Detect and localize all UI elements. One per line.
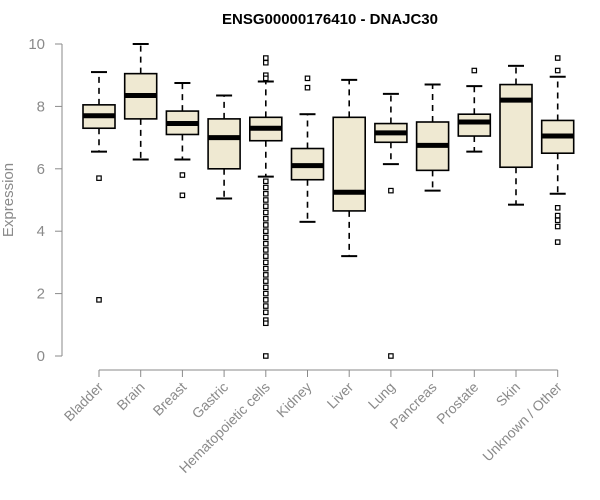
y-tick-label: 6 <box>37 161 45 178</box>
outlier-point <box>179 192 186 199</box>
outlier-point <box>96 175 102 181</box>
box-hematopoietic-cells <box>249 55 283 359</box>
outlier-point <box>263 203 269 210</box>
box-gastric <box>207 94 241 200</box>
y-tick-label: 8 <box>37 98 45 115</box>
chart-title: ENSG00000176410 - DNAJC30 <box>222 11 438 28</box>
box-bladder <box>82 71 116 303</box>
x-tick-label: Unknown / Other <box>479 379 565 465</box>
outlier-point <box>554 67 561 74</box>
x-tick-label: Skin <box>493 379 524 410</box>
box-brain <box>123 43 158 161</box>
outlier-point <box>263 253 269 259</box>
outlier-point <box>263 215 269 222</box>
outlier-point <box>263 272 269 278</box>
box-skin <box>499 64 533 206</box>
outlier-point <box>263 234 269 241</box>
iqr-box <box>499 83 533 169</box>
outlier-point <box>471 67 478 74</box>
outlier-point <box>263 290 269 297</box>
x-tick-label: Brain <box>113 379 147 413</box>
outlier-point <box>96 297 102 303</box>
box-unknown-other <box>540 55 575 245</box>
outlier-point <box>388 187 394 194</box>
outlier-point <box>554 223 561 230</box>
outlier-point <box>263 320 269 327</box>
outlier-point <box>263 259 269 266</box>
outlier-point <box>554 212 561 219</box>
outlier-point <box>263 59 269 66</box>
box-lung <box>374 92 408 359</box>
x-tick-label: Bladder <box>61 379 107 425</box>
outlier-point <box>263 303 269 309</box>
outlier-point <box>263 278 269 284</box>
y-tick-label: 4 <box>37 223 45 240</box>
iqr-box <box>457 113 492 137</box>
x-tick-label: Breast <box>150 379 190 419</box>
x-tick-label: Prostate <box>433 379 481 427</box>
outlier-point <box>263 265 269 272</box>
y-tick-label: 0 <box>37 348 45 365</box>
outlier-point <box>263 184 269 191</box>
iqr-box <box>207 118 241 170</box>
outlier-point <box>263 197 269 203</box>
box-breast <box>165 82 200 199</box>
box-group <box>82 43 575 359</box>
outlier-point <box>263 353 269 359</box>
outlier-point <box>554 239 561 245</box>
outlier-point <box>263 297 269 303</box>
outlier-point <box>554 205 561 211</box>
x-tick-label: Liver <box>324 379 357 412</box>
outlier-point <box>263 190 269 197</box>
box-kidney <box>290 75 325 223</box>
x-tick-label: Lung <box>365 379 398 412</box>
outlier-point <box>263 209 269 216</box>
outlier-point <box>263 222 269 228</box>
outlier-point <box>554 55 561 61</box>
box-pancreas <box>415 83 450 192</box>
y-axis: 0 2 4 6 8 10 <box>28 36 63 365</box>
outlier-point <box>263 178 269 185</box>
iqr-box <box>332 116 367 212</box>
box-prostate <box>457 67 492 153</box>
y-tick-label: 10 <box>28 36 45 53</box>
x-tick-label: Kidney <box>273 379 315 421</box>
outlier-point <box>179 172 186 178</box>
outlier-point <box>263 75 269 82</box>
outlier-point <box>388 353 394 359</box>
outlier-point <box>554 217 561 224</box>
outlier-point <box>263 55 269 61</box>
y-tick-label: 2 <box>37 286 45 303</box>
outlier-point <box>263 240 269 247</box>
outlier-point <box>263 284 269 291</box>
y-axis-title: Expression <box>0 163 17 237</box>
outlier-point <box>263 247 269 253</box>
outlier-point <box>304 84 311 91</box>
box-liver <box>332 78 367 258</box>
outlier-point <box>263 228 269 235</box>
outlier-point <box>304 75 311 82</box>
outlier-point <box>263 309 269 316</box>
